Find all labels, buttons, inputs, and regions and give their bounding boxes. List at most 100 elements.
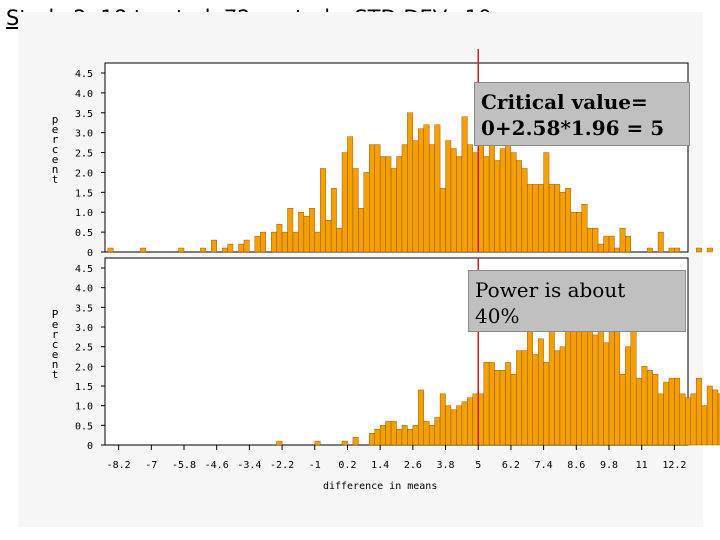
histogram-bar [374,144,381,253]
histogram-bar [379,425,386,446]
histogram-bar [559,346,566,446]
histogram-bar [178,247,185,253]
histogram-panel-1: 0 0.5 1.0 1.5 2.0 2.5 3.0 3.5 4.0 4.5 p e r c e n t [52,49,713,259]
histogram-bar [200,247,206,253]
x-tick-label: 2.6 [404,460,422,471]
histogram-bar [559,192,566,253]
histogram-bar [390,421,397,446]
histogram-bar [679,393,686,446]
histogram-bar [418,128,424,253]
histogram-bar [298,212,305,253]
histogram-bar [674,247,681,253]
y-tick-label: 4.0 [75,284,93,295]
histogram-bar [695,377,702,446]
histogram-bar [619,227,626,253]
histogram-bar [597,315,604,446]
histogram-bar [276,440,283,446]
histogram-bar [467,397,473,446]
y-tick-label: 1.0 [75,208,93,219]
histogram-bar [309,208,315,253]
x-tick-label: -2.2 [270,460,294,471]
critical-value-annotation: Critical value= 0+2.58*1.96 = 5 [474,82,690,146]
histogram-panel-2: 0 0.5 1.0 1.5 2.0 2.5 3.0 3.5 4.0 4.5 P e r c e n t -8.2 -… [52,257,720,492]
histogram-bar [412,425,419,446]
histogram-bar [401,144,408,253]
histogram-bar [554,350,561,446]
histogram-bar [456,156,463,253]
histogram-bar [260,231,266,253]
histogram-bar [668,247,675,253]
y-tick-label: 3.0 [75,129,93,140]
histogram-bar [537,184,544,253]
x-tick-label: -4.6 [205,460,229,471]
histogram-bar [434,124,441,253]
histogram-bar [685,397,691,446]
histogram-bar [423,421,430,446]
histogram-bar [107,247,114,253]
histogram-bar [418,389,424,446]
x-tick-label: 11 [636,460,648,471]
histogram-bar [614,247,621,253]
x-tick-label: -7 [145,460,157,471]
histogram-bar [494,160,501,253]
y-tick-label: 2.0 [75,362,93,373]
histogram-bar [494,370,501,446]
critical-value-line-1: Critical value= [481,90,648,114]
histogram-bar [390,168,397,253]
x-tick-label: 7.4 [535,460,553,471]
histogram-bar [543,362,550,446]
histogram-bar [587,322,593,446]
histogram-bar [641,366,648,446]
histogram-bar [614,330,621,446]
y-tick-label: 4.5 [75,69,93,80]
histogram-bar [303,215,310,253]
histogram-bar [401,425,408,446]
histogram-bar [548,184,555,253]
histogram-bar [657,393,664,446]
histogram-bar [445,405,452,446]
histogram-bar [521,350,528,446]
histogram-bar [140,247,147,253]
histogram-bar [603,342,610,446]
y-tick-label: 2.5 [75,343,93,354]
histogram-bar [227,243,234,253]
y-tick-label: 3.5 [75,109,93,120]
histogram-bar [221,247,228,253]
histogram-bar [695,247,702,253]
histogram-bar [701,405,708,446]
histogram-bar [276,223,283,253]
histogram-bar [576,212,582,253]
histogram-bar [445,140,452,253]
histogram-bar [467,144,473,253]
histogram-bar [592,227,599,253]
histogram-bar [581,204,588,253]
x-tick-label: -8.2 [107,460,131,471]
power-line-2: 40% [475,304,520,328]
y-tick-label: 2.5 [75,149,93,160]
x-tick-label: -1 [309,460,321,471]
histogram-bar [488,144,495,253]
histogram-bar [717,393,720,446]
histogram-bar [320,168,326,253]
histogram-bar [587,227,593,253]
histogram-bar [597,243,604,253]
histogram-bar [537,338,544,446]
x-tick-label: -5.8 [172,460,196,471]
histogram-bar [472,393,479,446]
x-tick-label: 8.6 [567,460,585,471]
histogram-bar [483,362,490,446]
histogram-bar [423,124,430,253]
histogram-bar [292,231,299,253]
x-tick-label: 9.8 [600,460,618,471]
critical-value-line-2: 0+2.58*1.96 = 5 [481,116,665,140]
histogram-bar [663,381,670,446]
x-tick-label: 12.2 [662,460,686,471]
histogram-bar [363,172,370,253]
histogram-bar [510,374,517,446]
histogram-bar [439,393,446,446]
y-tick-label: 0.5 [75,228,93,239]
power-annotation: Power is about 40% [468,270,686,332]
y-tick-label: 0 [87,441,93,452]
